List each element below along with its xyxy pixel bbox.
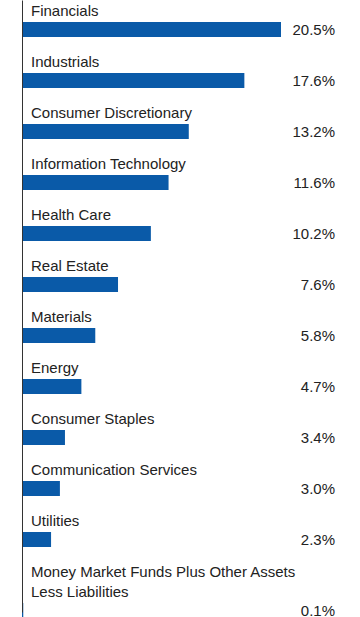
- category-label: Utilities: [31, 512, 79, 529]
- category-label: Communication Services: [31, 461, 197, 478]
- data-label: 11.6%: [294, 174, 335, 191]
- bar: [22, 277, 118, 292]
- axis-line: [22, 1, 23, 613]
- data-label: 13.2%: [292, 123, 335, 140]
- data-label: 7.6%: [301, 276, 335, 293]
- category-label: Real Estate: [31, 257, 109, 274]
- data-label: 0.1%: [301, 602, 335, 617]
- category-label: Materials: [31, 308, 92, 325]
- bar: [22, 175, 169, 190]
- category-label: Financials: [31, 2, 99, 19]
- bar: [22, 124, 189, 139]
- category-axis: [22, 1, 23, 613]
- data-label: 3.0%: [301, 480, 335, 497]
- data-labels: 20.5% 17.6% 13.2% 11.6% 10.2% 7.6% 5.8% 4.7% 3.4…: [292, 21, 335, 617]
- category-label: Industrials: [31, 53, 99, 70]
- chart-svg: Financials Industrials Consumer Discretion…: [0, 0, 360, 617]
- bars: [22, 22, 281, 617]
- bar: [22, 328, 95, 343]
- bar: [22, 22, 281, 37]
- bar: [22, 73, 244, 88]
- bar: [22, 379, 81, 394]
- data-label: 2.3%: [301, 531, 335, 548]
- data-label: 17.6%: [292, 72, 335, 89]
- bar: [22, 226, 151, 241]
- category-label: Health Care: [31, 206, 111, 223]
- bar: [22, 481, 60, 496]
- category-labels: Financials Industrials Consumer Discretion…: [31, 2, 295, 600]
- data-label: 4.7%: [301, 378, 335, 395]
- chart-container: Financials Industrials Consumer Discretion…: [0, 0, 360, 617]
- data-label: 20.5%: [292, 21, 335, 38]
- category-label: Information Technology: [31, 155, 186, 172]
- category-label: Energy: [31, 359, 79, 376]
- data-label: 10.2%: [292, 225, 335, 242]
- bar: [22, 430, 65, 445]
- category-label: Consumer Staples: [31, 410, 154, 427]
- bar: [22, 532, 51, 547]
- data-label: 3.4%: [301, 429, 335, 446]
- category-label: Money Market Funds Plus Other AssetsLess…: [31, 563, 295, 600]
- data-label: 5.8%: [301, 327, 335, 344]
- category-label: Consumer Discretionary: [31, 104, 192, 121]
